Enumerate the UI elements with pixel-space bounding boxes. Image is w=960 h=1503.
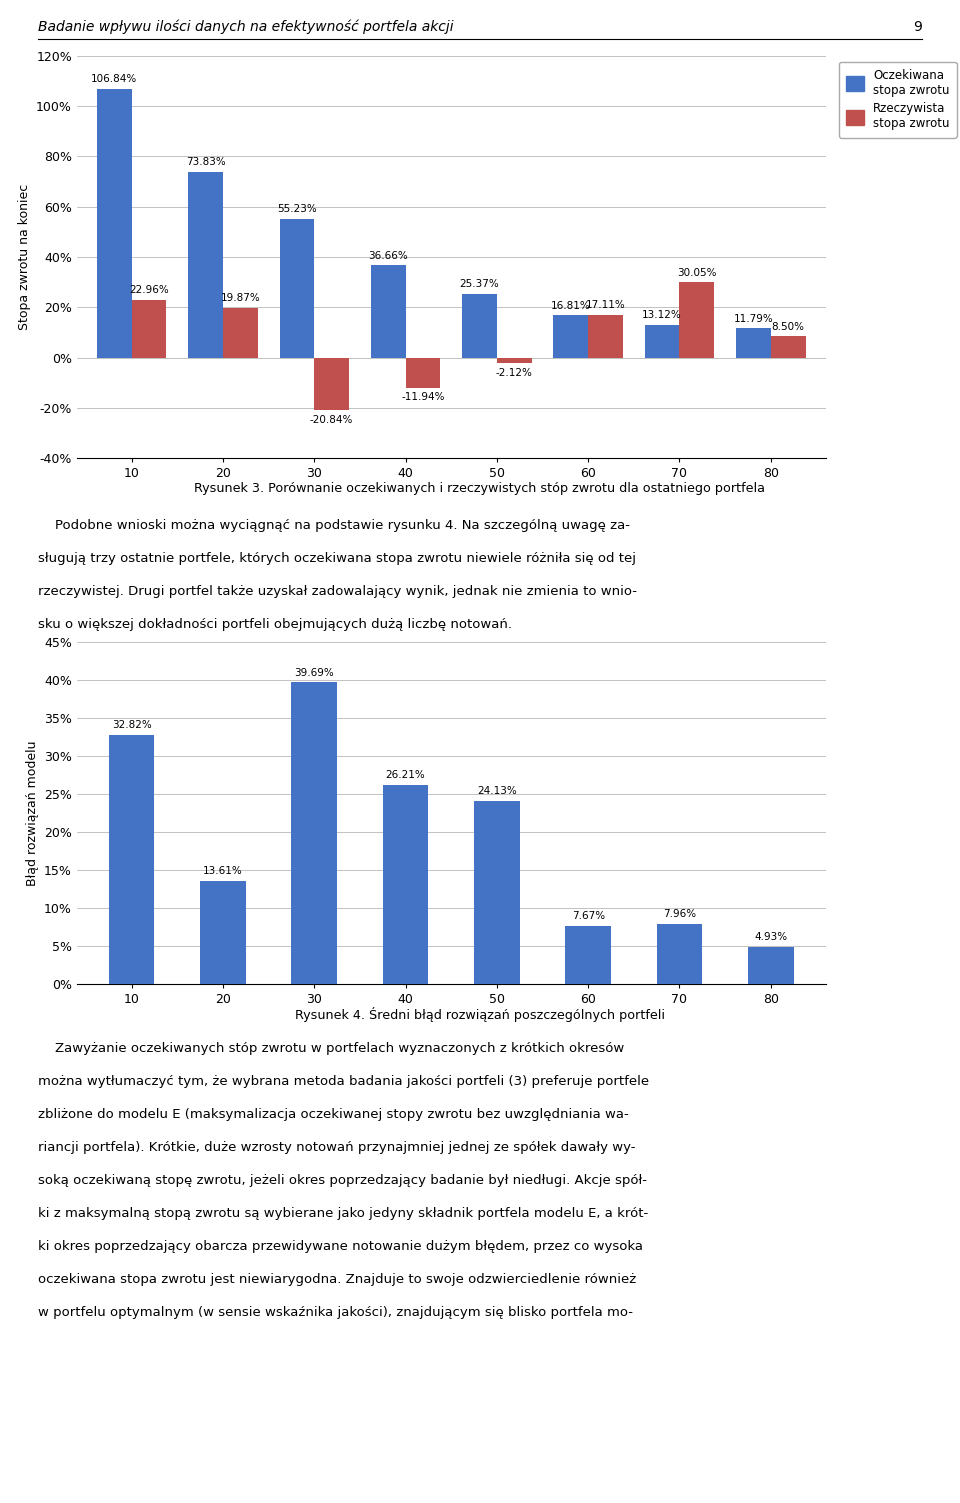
Text: 106.84%: 106.84% [91, 74, 137, 84]
Text: 8.50%: 8.50% [772, 322, 804, 332]
Bar [736, 328, 771, 358]
Text: -11.94%: -11.94% [401, 392, 444, 403]
Text: -2.12%: -2.12% [495, 368, 533, 377]
Bar [588, 314, 623, 358]
Text: 13.61%: 13.61% [203, 866, 243, 876]
Legend: Oczekiwana
stopa zwrotu, Rzeczywista
stopa zwrotu: Oczekiwana stopa zwrotu, Rzeczywista sto… [839, 62, 957, 138]
Bar [497, 358, 532, 364]
Text: zbliżone do modelu E (maksymalizacja oczekiwanej stopy zwrotu bez uwzględniania : zbliżone do modelu E (maksymalizacja ocz… [38, 1108, 629, 1121]
Text: można wytłumaczyć tym, że wybrana metoda badania jakości portfeli (3) preferuje : można wytłumaczyć tym, że wybrana metoda… [38, 1075, 650, 1088]
Bar [657, 924, 703, 984]
Text: soką oczekiwaną stopę zwrotu, jeżeli okres poprzedzający badanie był niedługi. A: soką oczekiwaną stopę zwrotu, jeżeli okr… [38, 1174, 647, 1187]
Bar [223, 308, 257, 358]
Text: ki z maksymalną stopą zwrotu są wybierane jako jedyny składnik portfela modelu E: ki z maksymalną stopą zwrotu są wybieran… [38, 1207, 649, 1220]
Text: 13.12%: 13.12% [642, 310, 682, 320]
Bar [474, 801, 519, 984]
Text: 39.69%: 39.69% [295, 667, 334, 678]
Text: 17.11%: 17.11% [586, 301, 625, 310]
Bar [132, 301, 166, 358]
Text: rzeczywistej. Drugi portfel także uzyskał zadowalający wynik, jednak nie zmienia: rzeczywistej. Drugi portfel także uzyska… [38, 585, 637, 598]
Bar [200, 881, 246, 984]
Text: 19.87%: 19.87% [221, 293, 260, 304]
Text: 7.96%: 7.96% [663, 909, 696, 920]
Text: 25.37%: 25.37% [460, 280, 499, 289]
Text: ki okres poprzedzający obarcza przewidywane notowanie dużym błędem, przez co wys: ki okres poprzedzający obarcza przewidyw… [38, 1240, 643, 1254]
Text: sługują trzy ostatnie portfele, których oczekiwana stopa zwrotu niewiele różniła: sługują trzy ostatnie portfele, których … [38, 552, 636, 565]
Bar [405, 358, 441, 388]
Text: 73.83%: 73.83% [185, 158, 226, 167]
Bar [108, 735, 155, 984]
Text: Podobne wnioski można wyciągnąć na podstawie rysunku 4. Na szczególną uwagę za-: Podobne wnioski można wyciągnąć na podst… [38, 519, 631, 532]
Text: Rysunek 3. Porównanie oczekiwanych i rzeczywistych stóp zwrotu dla ostatniego po: Rysunek 3. Porównanie oczekiwanych i rze… [195, 482, 765, 494]
Text: oczekiwana stopa zwrotu jest niewiarygodna. Znajduje to swoje odzwierciedlenie r: oczekiwana stopa zwrotu jest niewiarygod… [38, 1273, 636, 1287]
Text: 9: 9 [913, 20, 922, 35]
Text: 36.66%: 36.66% [369, 251, 408, 262]
Bar [188, 171, 223, 358]
Bar [748, 947, 794, 984]
Bar [680, 283, 714, 358]
Y-axis label: Błąd rozwiązań modelu: Błąd rozwiązań modelu [26, 741, 38, 885]
Text: 26.21%: 26.21% [386, 771, 425, 780]
Bar [554, 316, 588, 358]
Bar [371, 266, 405, 358]
Text: 24.13%: 24.13% [477, 786, 516, 797]
Text: 22.96%: 22.96% [129, 286, 169, 296]
Bar [314, 358, 348, 410]
Text: riancji portfela). Krótkie, duże wzrosty notowań przynajmniej jednej ze spółek d: riancji portfela). Krótkie, duże wzrosty… [38, 1141, 636, 1154]
Text: Badanie wpływu ilości danych na efektywność portfela akcji: Badanie wpływu ilości danych na efektywn… [38, 20, 454, 35]
Bar [279, 218, 314, 358]
Text: sku o większej dokładności portfeli obejmujących dużą liczbę notowań.: sku o większej dokładności portfeli obej… [38, 618, 513, 631]
Bar [771, 337, 805, 358]
Text: 7.67%: 7.67% [571, 911, 605, 921]
Text: Zawyżanie oczekiwanych stóp zwrotu w portfelach wyznaczonych z krótkich okresów: Zawyżanie oczekiwanych stóp zwrotu w por… [38, 1042, 625, 1055]
Bar [97, 89, 132, 358]
Text: 4.93%: 4.93% [755, 932, 787, 942]
Text: 55.23%: 55.23% [277, 204, 317, 213]
Text: 11.79%: 11.79% [733, 314, 774, 323]
Bar [292, 682, 337, 984]
Bar [383, 785, 428, 984]
Bar [462, 295, 497, 358]
Y-axis label: Stopa zwrotu na koniec: Stopa zwrotu na koniec [17, 183, 31, 331]
Text: w portfelu optymalnym (w sensie wskaźnika jakości), znajdującym się blisko portf: w portfelu optymalnym (w sensie wskaźnik… [38, 1306, 634, 1320]
Text: -20.84%: -20.84% [310, 415, 353, 425]
Text: 30.05%: 30.05% [677, 268, 716, 278]
Bar [565, 926, 611, 984]
Text: 32.82%: 32.82% [111, 720, 152, 730]
Text: Rysunek 4. Średni błąd rozwiązań poszczególnych portfeli: Rysunek 4. Średni błąd rozwiązań poszcze… [295, 1007, 665, 1022]
Text: 16.81%: 16.81% [551, 301, 590, 311]
Bar [645, 325, 680, 358]
